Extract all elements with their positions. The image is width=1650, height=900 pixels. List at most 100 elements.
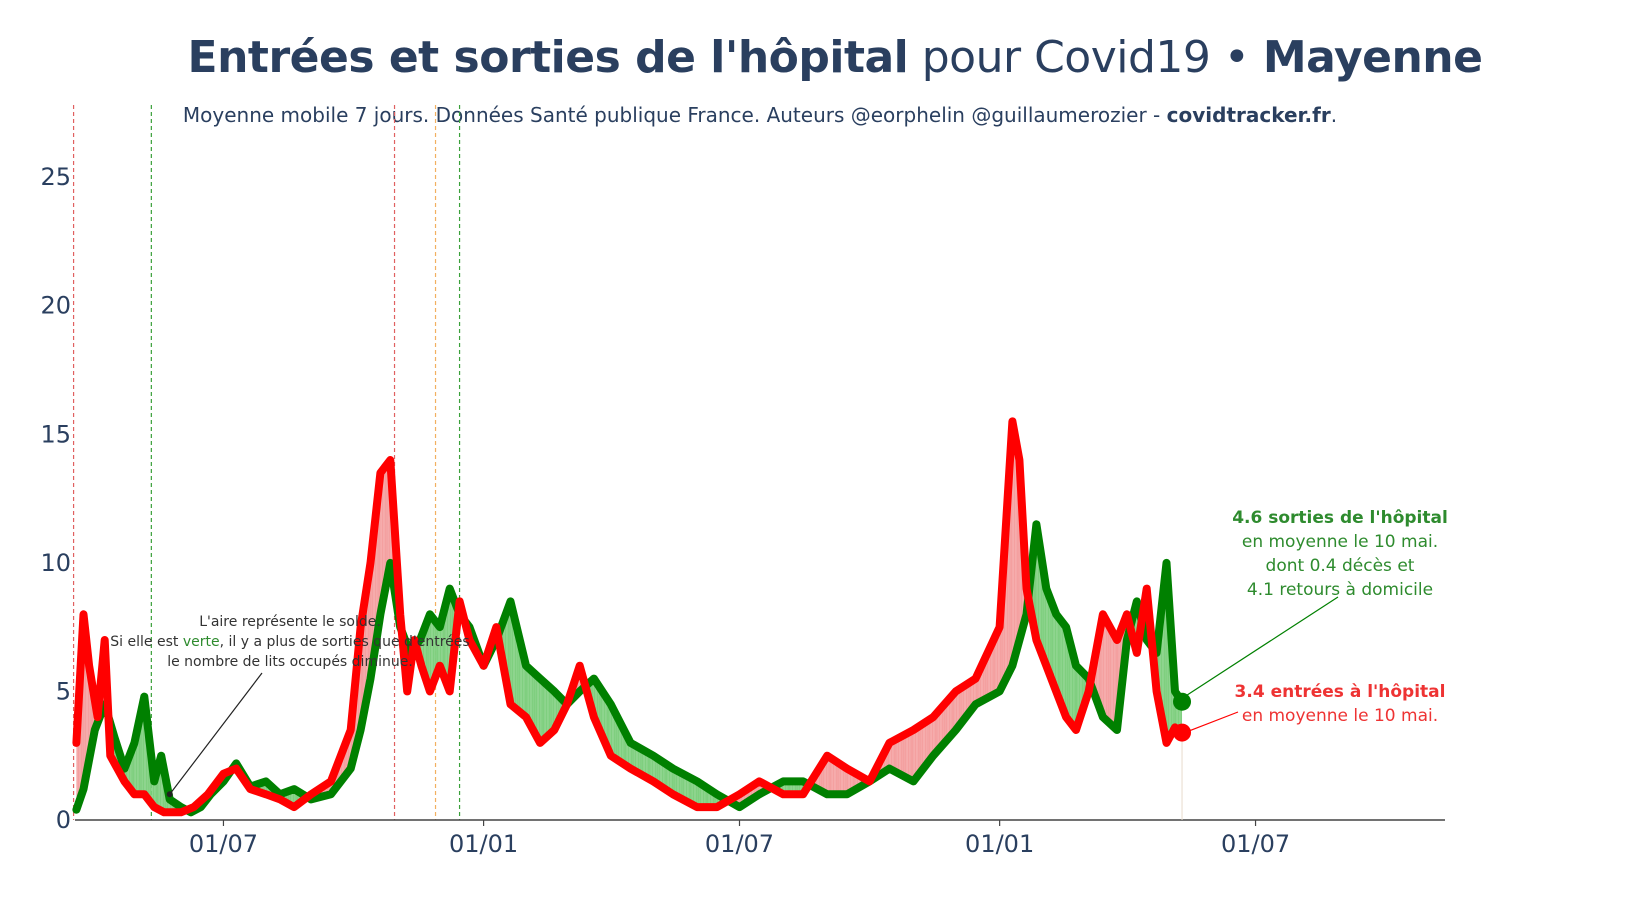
balance-area-segment xyxy=(661,761,664,788)
balance-area-segment xyxy=(839,763,842,795)
balance-area-segment xyxy=(690,777,692,805)
balance-area-segment xyxy=(921,723,924,771)
series-line-entrees xyxy=(72,417,1186,817)
balance-area-segment xyxy=(640,748,642,775)
balance-area-segment xyxy=(1104,616,1106,720)
y-tick-label: 5 xyxy=(56,677,71,705)
balance-area-segment xyxy=(948,697,951,739)
entrees-annotation: 3.4 entrées à l'hôpital en moyenne le 10… xyxy=(1215,680,1465,728)
balance-area-segment xyxy=(384,465,387,593)
balance-area-segment xyxy=(646,751,648,779)
balance-area-segment xyxy=(1054,610,1057,692)
balance-area-segment xyxy=(434,619,436,681)
balance-area-segment xyxy=(909,731,911,780)
balance-area-segment xyxy=(1046,588,1048,670)
balance-area-segment xyxy=(910,730,912,781)
balance-area-segment xyxy=(927,719,929,764)
y-tick-label: 25 xyxy=(40,163,71,191)
balance-area-segment xyxy=(386,463,388,585)
balance-area-segment xyxy=(986,651,989,699)
balance-area-segment xyxy=(647,752,650,780)
balance-area-segment xyxy=(933,715,935,756)
balance-area-segment xyxy=(837,762,839,795)
balance-area-segment xyxy=(605,695,607,747)
sorties-line3: dont 0.4 décès et xyxy=(1265,556,1415,576)
balance-area-segment xyxy=(383,467,385,600)
solde-line3: le nombre de lits occupés diminue. xyxy=(167,654,413,670)
balance-area-segment xyxy=(988,648,990,698)
balance-area-segment xyxy=(952,693,955,734)
balance-area-segment xyxy=(920,724,922,773)
balance-area-segment xyxy=(1114,634,1116,729)
balance-area-segment xyxy=(832,759,835,795)
sorties-line4: 4.1 retours à domicile xyxy=(1246,580,1434,600)
balance-area-segment xyxy=(639,747,641,775)
balance-area-segment xyxy=(845,767,847,795)
x-tick-label: 01/07 xyxy=(189,830,258,858)
balance-area-segment xyxy=(950,696,952,737)
balance-area-segment xyxy=(934,713,937,755)
balance-area-segment xyxy=(989,645,992,697)
balance-area-segment xyxy=(680,772,682,799)
balance-area-segment xyxy=(829,757,832,795)
balance-area-segment xyxy=(664,763,666,790)
x-tick-label: 01/07 xyxy=(705,830,774,858)
balance-area-segment xyxy=(533,672,535,733)
balance-area-segment xyxy=(609,702,611,756)
title-region: Mayenne xyxy=(1262,32,1483,83)
balance-area-segment xyxy=(688,776,691,804)
balance-area-segment xyxy=(1053,606,1055,688)
balance-area-segment xyxy=(895,739,897,773)
balance-area-segment xyxy=(1013,429,1016,661)
balance-area-segment xyxy=(524,659,527,718)
subtitle-site: covidtracker.fr xyxy=(1166,103,1331,127)
balance-area-segment xyxy=(1109,627,1112,725)
balance-area-segment xyxy=(899,736,901,775)
balance-area-segment xyxy=(436,623,439,674)
vertical-lines-group xyxy=(72,105,461,820)
balance-area-segment xyxy=(513,613,515,708)
balance-area-segment xyxy=(663,762,665,789)
balance-area-segment xyxy=(851,770,853,792)
balance-area-segment xyxy=(687,776,689,803)
balance-area-segment xyxy=(848,769,850,794)
balance-area-segment xyxy=(1070,643,1072,725)
balance-area-segment xyxy=(636,746,638,773)
balance-area-segment xyxy=(428,614,430,692)
balance-area-segment xyxy=(446,594,449,688)
balance-area-segment xyxy=(630,742,633,770)
balance-area-segment xyxy=(1049,595,1051,677)
balance-area-segment xyxy=(1074,660,1076,730)
balance-area-segment xyxy=(846,768,849,795)
balance-area-segment xyxy=(1068,638,1071,723)
balance-area-segment xyxy=(544,682,546,739)
balance-area-segment xyxy=(944,702,946,743)
balance-area-segment xyxy=(992,639,994,696)
balance-area-segment xyxy=(1060,619,1062,707)
balance-area-segment xyxy=(1063,623,1065,714)
balance-area-segment xyxy=(943,704,945,745)
balance-area-segment xyxy=(900,736,903,776)
annotations-group xyxy=(166,596,1339,820)
balance-area-segment xyxy=(650,754,652,781)
balance-area-segment xyxy=(667,764,669,792)
balance-area-segment xyxy=(996,630,999,693)
balance-area-segment xyxy=(531,670,534,730)
balance-area-segment xyxy=(535,674,538,738)
balance-area-segment xyxy=(926,720,928,765)
balance-area-segment xyxy=(381,469,384,607)
balance-area-segment xyxy=(1067,632,1069,721)
balance-area-segment xyxy=(616,715,618,761)
balance-area-segment xyxy=(542,681,545,741)
balance-area-segment xyxy=(660,760,662,787)
balance-area-segment xyxy=(651,754,654,782)
balance-area-segment xyxy=(380,471,382,615)
balance-area-segment xyxy=(941,705,944,747)
balance-area-segment xyxy=(682,773,685,801)
balance-area-segment xyxy=(825,755,828,795)
balance-area-segment xyxy=(1112,632,1115,728)
balance-area-segment xyxy=(917,726,920,776)
x-tick-label: 01/01 xyxy=(449,830,518,858)
balance-area-segment xyxy=(1066,627,1068,719)
balance-area-segment xyxy=(1047,592,1050,674)
